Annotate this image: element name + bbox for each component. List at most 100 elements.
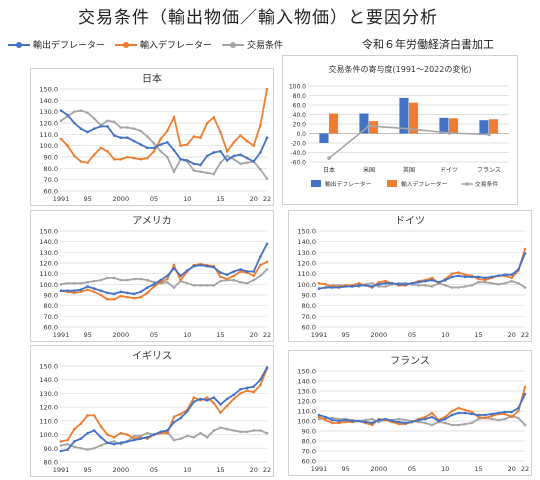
chart-title: フランス xyxy=(390,355,430,367)
bar xyxy=(409,102,419,134)
data-point xyxy=(126,295,129,299)
y-tick-label: 150.0 xyxy=(297,368,316,376)
data-point xyxy=(245,386,249,390)
data-point xyxy=(337,421,341,425)
y-tick-label: 90.0 xyxy=(44,445,58,453)
y-tick-label: 70.0 xyxy=(44,313,58,321)
bar xyxy=(319,133,329,143)
data-point xyxy=(510,276,514,280)
chart-usa: アメリカ 60.0 70.0 80.0 90.0 100.0 110.0 120.0 130.0… xyxy=(30,210,274,342)
legend-item-export: 輸出デフレーター xyxy=(8,38,105,51)
data-point xyxy=(92,414,96,417)
chart-svg: ドイツ 60.0 70.0 80.0 90.0 100.0 110.0 120.0 130.0 1… xyxy=(297,216,529,339)
data-point xyxy=(503,273,507,277)
data-point xyxy=(443,284,447,287)
data-point xyxy=(219,271,222,274)
data-point xyxy=(212,401,216,405)
data-point xyxy=(132,139,136,143)
data-point xyxy=(317,281,321,285)
legend-swatch-export xyxy=(8,41,30,49)
data-point xyxy=(450,275,454,279)
data-point xyxy=(132,156,136,160)
data-point xyxy=(324,415,327,419)
data-point xyxy=(232,140,236,144)
data-point xyxy=(259,255,262,258)
data-point xyxy=(119,136,123,140)
data-point xyxy=(443,278,447,282)
y-tick-label: 150.0 xyxy=(39,86,58,94)
data-point xyxy=(404,418,407,422)
data-point xyxy=(259,151,262,154)
x-tick-label: 10 xyxy=(183,466,191,474)
chart-title: 交易条件の寄与度(1991～2022の変化) xyxy=(329,64,472,74)
data-point xyxy=(490,412,494,416)
data-point xyxy=(245,156,249,160)
data-point xyxy=(510,415,514,419)
data-point xyxy=(443,417,447,421)
x-tick-label: 20 xyxy=(250,331,258,339)
x-tick-label: 95 xyxy=(83,331,91,339)
chart-title: 日本 xyxy=(142,72,162,85)
y-tick-label: 130.0 xyxy=(39,390,58,398)
data-point xyxy=(232,270,236,273)
data-point xyxy=(132,438,136,442)
data-point xyxy=(179,274,182,278)
data-point xyxy=(172,263,176,267)
data-point xyxy=(517,409,520,413)
data-point xyxy=(199,163,202,167)
data-point xyxy=(377,285,381,288)
data-point xyxy=(317,287,321,290)
legend-swatch-tot xyxy=(222,41,245,49)
data-point xyxy=(146,135,149,138)
data-point xyxy=(477,275,480,279)
data-point xyxy=(106,119,109,123)
data-point xyxy=(139,295,143,299)
y-tick-label: 20.0 xyxy=(293,122,307,129)
data-point xyxy=(330,416,334,420)
data-point xyxy=(86,130,89,134)
legend-label: 輸出デフレーター xyxy=(325,180,372,188)
x-tick-label: 22 xyxy=(521,331,529,339)
x-tick-label: 10 xyxy=(183,331,191,339)
data-point xyxy=(205,121,209,125)
chart-germany: ドイツ 60.0 70.0 80.0 90.0 100.0 110.0 120.0 130.0 1… xyxy=(288,210,532,342)
data-point xyxy=(232,397,236,401)
data-point xyxy=(72,427,76,431)
chart-uk: イギリス 80.0 90.0 100.0 110.0 120.0 130.0 140.0 150… xyxy=(30,345,274,477)
data-point xyxy=(259,383,262,387)
data-point xyxy=(367,124,371,128)
x-tick-label: 2000 xyxy=(113,466,130,474)
data-point xyxy=(470,421,474,425)
chart-japan: 日本 60.0 70.0 80.0 90.0 100.0 110.0 120.0 130.0 14… xyxy=(30,68,274,206)
data-point xyxy=(523,385,527,389)
data-point xyxy=(232,154,236,158)
data-point xyxy=(450,413,454,417)
data-point xyxy=(265,431,269,435)
x-tick-label: 22 xyxy=(263,466,271,474)
data-point xyxy=(72,281,76,285)
bar xyxy=(489,119,499,134)
data-point xyxy=(199,170,202,174)
data-point xyxy=(397,417,401,421)
data-point xyxy=(370,281,374,285)
data-point xyxy=(252,385,256,388)
data-point xyxy=(86,111,89,115)
data-point xyxy=(487,132,491,137)
x-tick-label: 20 xyxy=(250,466,258,474)
data-point xyxy=(259,429,262,432)
chart-svg: フランス 60.0 70.0 80.0 90.0 100.0 110.0 120.0 130.0… xyxy=(297,355,529,473)
bar xyxy=(449,118,459,134)
y-tick-label: 60.0 xyxy=(302,458,316,466)
data-point xyxy=(79,288,83,291)
data-point xyxy=(219,130,222,134)
data-point xyxy=(239,268,242,271)
data-point xyxy=(497,411,500,415)
data-point xyxy=(510,273,514,277)
data-point xyxy=(510,279,514,283)
x-tick-label: ドイツ xyxy=(440,167,458,174)
data-point xyxy=(185,434,189,438)
y-tick-label: 40.0 xyxy=(293,112,307,119)
data-point xyxy=(159,430,162,434)
data-point xyxy=(72,289,76,293)
y-tick-label: 120.0 xyxy=(39,404,58,412)
